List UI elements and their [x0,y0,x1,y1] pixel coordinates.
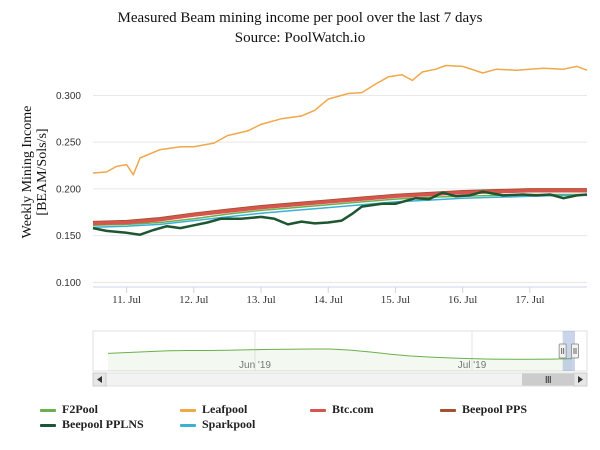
navigator-handle-left[interactable] [558,343,567,359]
navigator-handle-right[interactable] [571,343,579,359]
legend-swatch [310,408,326,412]
legend-item-btc-com[interactable]: Btc.com [310,402,374,416]
y-tick-label: 0.250 [56,138,81,149]
navigator-selection[interactable] [562,331,575,371]
chart-subtitle: Source: PoolWatch.io [234,30,366,46]
x-tick-label: 16. Jul [448,294,477,306]
scrollbar-track[interactable] [92,372,588,387]
legend-swatch [440,408,456,412]
y-axis-label-line2: [BEAM/Sols/s] [35,128,50,215]
y-tick-label: 0.200 [56,184,81,195]
legend-item-sparkpool[interactable]: Sparkpool [180,417,255,431]
legend-label: Beepool PPS [462,402,527,416]
x-tick-label: 11. Jul [112,294,141,306]
navigator-tick-label: Jun '19 [239,360,271,371]
legend-label: Sparkpool [202,417,256,431]
x-tick-label: 17. Jul [515,294,544,306]
x-tick-label: 12. Jul [179,294,208,306]
legend-swatch [40,423,56,427]
x-axis-ticks: 11. Jul 12. Jul 13. Jul 14. Jul 15. Jul 16. J… [112,287,545,306]
navigator-grid [254,331,473,371]
navigator-area [108,349,572,371]
legend-swatch [180,408,196,412]
navigator-tick-label: Jul '19 [458,360,487,371]
y-tick-label: 0.100 [56,278,81,289]
chart-title: Measured Beam mining income per pool ove… [117,10,483,26]
legend-label: F2Pool [62,402,98,416]
scroll-left-arrow-icon [97,376,102,383]
chart-titles: Measured Beam mining income per pool ove… [0,8,600,48]
legend-label: Leafpool [202,402,248,416]
series-line-beepool-pplns[interactable] [92,190,588,236]
scrollbar-grip-icon [545,376,551,383]
series-line-sparkpool[interactable] [92,194,587,228]
y-axis-label-line1: Weekly Mining Income [20,106,35,239]
scroll-right-arrow-icon [578,376,583,383]
navigator-line [107,348,573,360]
x-tick-label: 13. Jul [246,294,275,306]
x-tick-label: 15. Jul [381,294,410,306]
legend-item-beepool-pplns[interactable]: Beepool PPLNS [40,417,144,431]
series-line-btc-com[interactable] [92,188,587,226]
legend-item-leafpool[interactable]: Leafpool [180,402,247,416]
series-line-leafpool[interactable] [92,64,588,176]
legend-swatch [180,423,196,427]
legend-item-f2pool[interactable]: F2Pool [40,402,98,416]
legend-item-beepool-pps[interactable]: Beepool PPS [440,402,527,416]
navigator[interactable]: Jun '19 Jul '19 [92,330,588,372]
y-tick-label: 0.150 [56,231,81,242]
legend-swatch [40,408,56,412]
chart-svg: 0.100 0.150 0.200 0.250 0.300 11. Jul 12. Jul… [20,64,588,387]
series-lines [92,64,588,236]
y-axis-ticks: 0.100 0.150 0.200 0.250 0.300 [56,91,81,289]
legend-label: Btc.com [332,402,374,416]
x-tick-label: 14. Jul [314,294,343,306]
y-tick-label: 0.300 [56,91,81,102]
navigator-scrollbar[interactable] [92,372,588,387]
series-line-beepool-pps[interactable] [92,188,587,223]
legend-label: Beepool PPLNS [62,417,144,431]
